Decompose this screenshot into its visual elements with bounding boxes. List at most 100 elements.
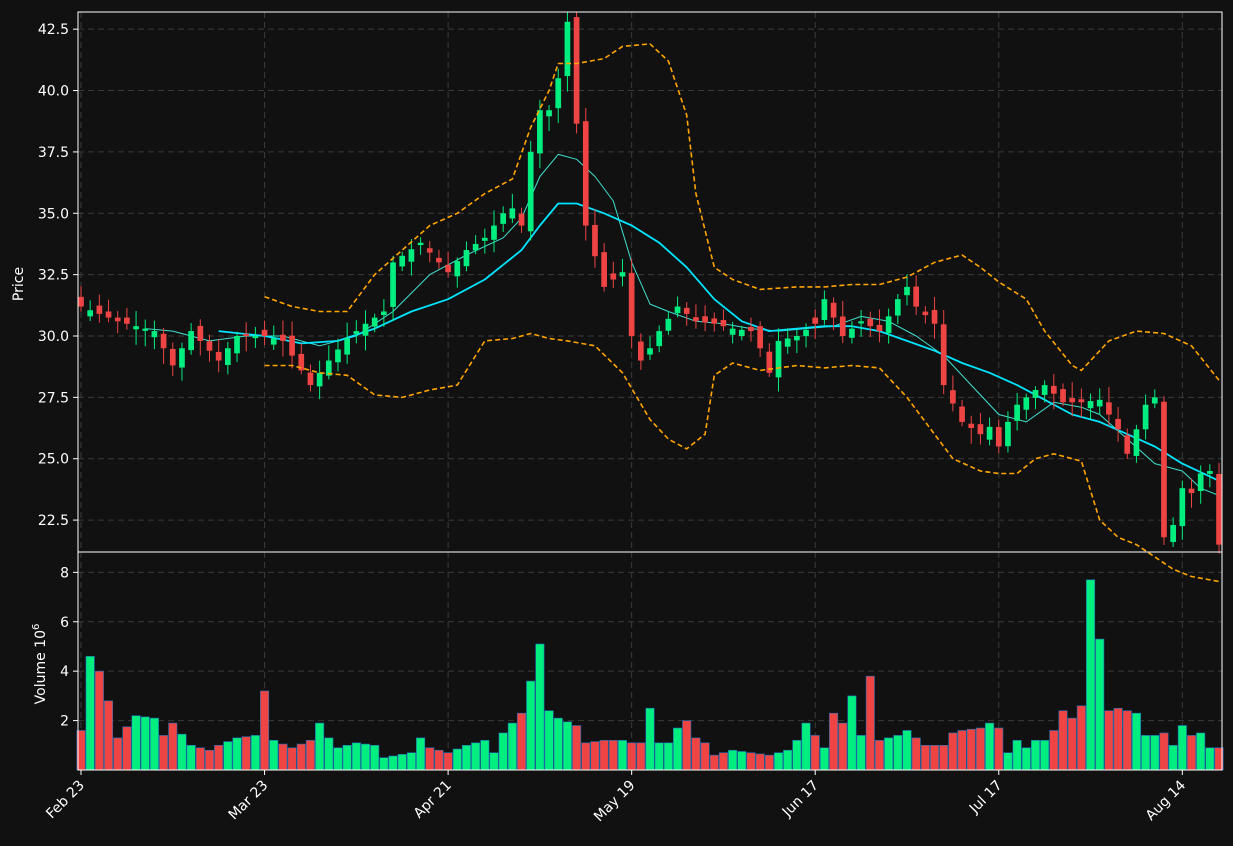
volume-bar (1058, 710, 1068, 771)
volume-bar (1067, 717, 1077, 771)
candle-body (738, 329, 745, 336)
volume-bar (104, 700, 114, 771)
volume-bar (1168, 744, 1178, 771)
candle-body (766, 351, 773, 373)
date-tick-label: Apr 21 (411, 778, 455, 822)
candle-body (381, 311, 387, 316)
volume-bar (324, 737, 334, 771)
candle-body (720, 320, 727, 327)
volume-bar (370, 744, 380, 771)
candle-body (904, 286, 910, 296)
candle-body (481, 237, 488, 241)
candle-body (390, 262, 396, 307)
volume-bar (471, 742, 481, 771)
candle-body (114, 317, 121, 322)
volume-bar (397, 754, 407, 771)
volume-bar (920, 744, 930, 771)
volume-bar (223, 741, 233, 771)
volume-bar (434, 749, 444, 771)
candle-body (1179, 488, 1186, 527)
volume-bar (269, 740, 279, 771)
candle-body (188, 331, 194, 351)
price-panel-frame (77, 11, 1223, 553)
ma-short-line (145, 153, 1220, 496)
date-tick-label: Mar 23 (226, 778, 272, 824)
volume-axis-label-exponent: 6 (31, 624, 42, 630)
candle-body (995, 427, 1002, 447)
candle-body (509, 208, 516, 219)
candle-body (977, 424, 984, 435)
candle-body (711, 318, 718, 324)
volume-bar (553, 717, 563, 771)
volume-bar (728, 749, 738, 771)
candle-body (950, 390, 956, 404)
volume-bar (443, 752, 453, 771)
candle-body (940, 324, 947, 386)
candle-body (573, 17, 580, 124)
volume-bar (1131, 712, 1141, 771)
candle-body (592, 224, 598, 257)
candle-body (537, 110, 543, 154)
price-tick-label: 25.0 (38, 452, 69, 468)
volume-bar (746, 752, 756, 771)
candle-body (821, 299, 828, 321)
volume-bar (930, 744, 940, 771)
candle-body (839, 316, 846, 336)
candle-body (1087, 401, 1094, 409)
candle-body (224, 348, 231, 366)
candle-body (133, 326, 139, 330)
volume-bar (1205, 747, 1215, 771)
candle-body (1142, 404, 1149, 430)
candle-body (968, 423, 975, 429)
volume-axis-label-text: Volume 10 (33, 630, 49, 704)
candle-body (665, 318, 672, 331)
volume-bar (755, 753, 765, 771)
volume-bar (764, 754, 774, 771)
candles (78, 8, 1222, 554)
volume-bar (1159, 732, 1169, 771)
volume-bar (507, 722, 517, 771)
candle-body (849, 328, 855, 338)
volume-bar (966, 728, 976, 771)
candle-body (1151, 397, 1158, 404)
candle-body (858, 321, 864, 324)
candle-body (1050, 385, 1057, 394)
volume-bar (517, 712, 527, 771)
volume-bar (425, 747, 435, 771)
candle-body (794, 336, 800, 341)
candle-body (151, 331, 158, 338)
volume-bar (159, 735, 169, 771)
candle-body (417, 242, 424, 246)
volume-bar (388, 755, 398, 771)
candle-body (124, 317, 130, 324)
candle-body (500, 213, 507, 224)
candle-body (637, 341, 644, 361)
candle-body (1060, 389, 1066, 403)
candle-body (683, 307, 690, 314)
candle-body (399, 255, 406, 267)
volume-bar (975, 727, 985, 771)
candle-body (234, 336, 240, 354)
volume-tick-label: 4 (60, 664, 69, 680)
candle-body (546, 110, 552, 117)
volume-bar (122, 726, 132, 771)
date-tick-label: May 19 (591, 778, 639, 826)
candle-body (922, 311, 929, 316)
candle-body (362, 323, 369, 336)
candle-body (335, 349, 341, 363)
volume-bar (994, 727, 1004, 771)
candle-body (105, 311, 112, 318)
volume-bar (333, 747, 343, 771)
candle-body (619, 272, 626, 277)
volume-bar (773, 752, 784, 771)
volume-bar (1095, 638, 1105, 771)
volume-tick-label: 6 (60, 615, 69, 631)
grid-layer (78, 12, 1222, 770)
candle-body (96, 305, 103, 314)
date-tick-label: Jul 17 (966, 778, 1006, 818)
volume-bar (884, 737, 894, 771)
volume-bar (636, 742, 646, 771)
volume-bar (792, 740, 802, 771)
volume-bar (535, 643, 545, 771)
